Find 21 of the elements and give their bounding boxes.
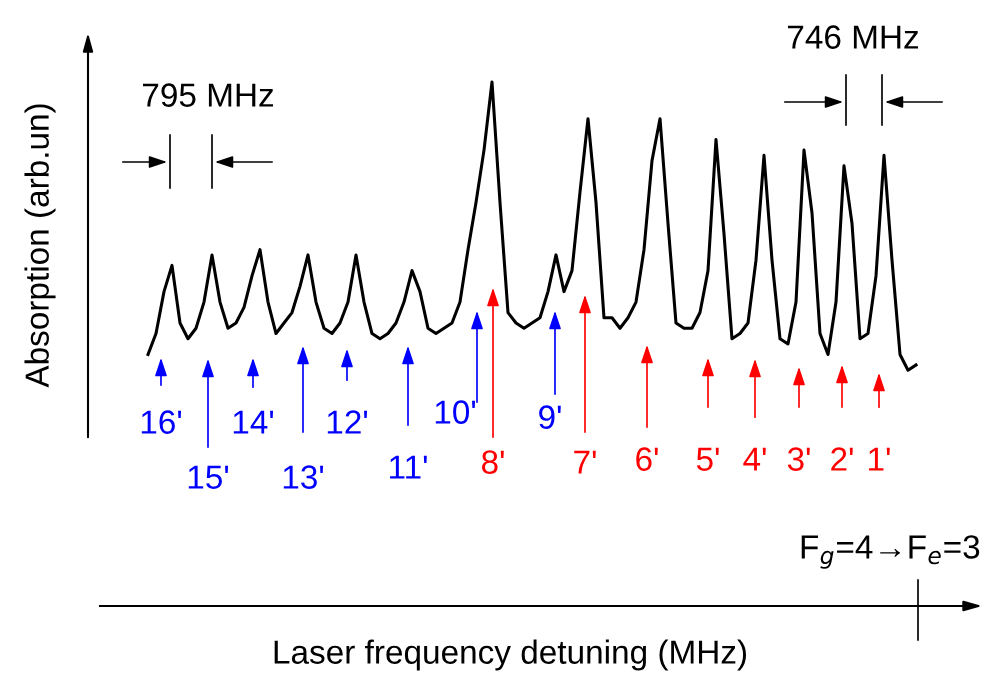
annotation: 16' xyxy=(141,410,182,434)
annotation: 4' xyxy=(743,447,766,471)
annotation: 12' xyxy=(327,410,368,434)
annotation: 10' xyxy=(435,400,476,424)
annotation: 8' xyxy=(482,450,504,474)
annotation: F$_{g}$=4→F$_{e}$=3 xyxy=(801,535,980,569)
annotation: 9' xyxy=(539,405,561,429)
x-axis-title: Laser frequency detuning (MHz) xyxy=(274,639,747,671)
y-axis-title: Absorption (arb.un) xyxy=(24,104,56,388)
annotation: 3' xyxy=(787,447,810,471)
annotation: 5' xyxy=(696,447,719,471)
annotation: 2' xyxy=(831,447,853,471)
annotation: 13' xyxy=(283,465,324,489)
annotation: 15' xyxy=(188,465,229,489)
annotation: 6' xyxy=(636,447,658,471)
annotation: 1' xyxy=(869,447,890,471)
annotation: 14' xyxy=(233,410,274,434)
text: 746 MHz xyxy=(788,25,919,49)
annotation: 11' xyxy=(390,455,427,479)
annotation: 7' xyxy=(574,450,596,474)
annotation: 795 MHz xyxy=(143,83,274,107)
